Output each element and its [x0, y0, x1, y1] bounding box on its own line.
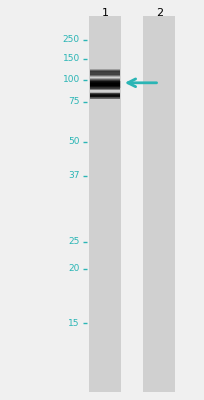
- Bar: [90, 81, 119, 82]
- Text: 1: 1: [101, 8, 108, 18]
- Text: 37: 37: [68, 172, 80, 180]
- Text: 100: 100: [62, 76, 80, 84]
- Bar: [90, 70, 119, 71]
- Bar: [90, 89, 119, 90]
- Bar: [90, 94, 119, 95]
- Text: 150: 150: [62, 54, 80, 63]
- Bar: [90, 83, 119, 84]
- Bar: [90, 72, 119, 73]
- Bar: [90, 80, 119, 81]
- Bar: [90, 76, 119, 77]
- Bar: [90, 98, 119, 99]
- Bar: [90, 71, 119, 72]
- Bar: [90, 86, 119, 87]
- Bar: [89, 81, 120, 88]
- Bar: [90, 71, 119, 72]
- Bar: [90, 98, 119, 99]
- Bar: [90, 81, 119, 82]
- Bar: [90, 75, 119, 76]
- Bar: [90, 78, 119, 79]
- Bar: [90, 93, 119, 94]
- Bar: [90, 95, 119, 96]
- Bar: [90, 93, 119, 94]
- Bar: [90, 84, 119, 85]
- Bar: [90, 98, 119, 99]
- Bar: [90, 93, 119, 94]
- Bar: [90, 95, 119, 96]
- Text: 20: 20: [68, 264, 80, 273]
- Bar: [90, 97, 119, 98]
- Bar: [90, 73, 119, 74]
- Bar: [90, 74, 119, 75]
- Text: 15: 15: [68, 319, 80, 328]
- Bar: [90, 84, 119, 85]
- Bar: [90, 89, 119, 90]
- Text: 75: 75: [68, 98, 80, 106]
- Bar: [90, 69, 119, 70]
- Bar: [90, 86, 119, 87]
- Bar: [90, 71, 119, 72]
- Bar: [90, 92, 119, 93]
- Bar: [90, 75, 119, 76]
- Bar: [90, 72, 119, 73]
- Bar: [90, 73, 119, 74]
- Bar: [90, 96, 119, 97]
- Bar: [90, 87, 119, 88]
- Bar: [90, 74, 119, 75]
- Bar: [90, 87, 119, 88]
- Bar: [143, 16, 174, 392]
- Bar: [90, 83, 119, 84]
- Bar: [90, 79, 119, 80]
- Bar: [90, 81, 119, 82]
- Bar: [90, 72, 119, 73]
- Bar: [90, 82, 119, 83]
- Bar: [90, 94, 119, 95]
- Bar: [90, 97, 119, 98]
- Bar: [90, 85, 119, 86]
- Bar: [90, 96, 119, 97]
- Bar: [90, 85, 119, 86]
- Bar: [90, 95, 119, 96]
- Bar: [89, 16, 120, 392]
- Text: 2: 2: [155, 8, 162, 18]
- Bar: [90, 96, 119, 97]
- Bar: [90, 70, 119, 71]
- Bar: [90, 79, 119, 80]
- Bar: [90, 82, 119, 83]
- Bar: [90, 73, 119, 74]
- Bar: [90, 88, 119, 89]
- Bar: [90, 97, 119, 98]
- Text: 250: 250: [62, 36, 80, 44]
- Text: 25: 25: [68, 238, 80, 246]
- Text: 50: 50: [68, 138, 80, 146]
- Bar: [90, 94, 119, 95]
- Bar: [90, 88, 119, 89]
- Bar: [90, 80, 119, 81]
- Bar: [90, 74, 119, 75]
